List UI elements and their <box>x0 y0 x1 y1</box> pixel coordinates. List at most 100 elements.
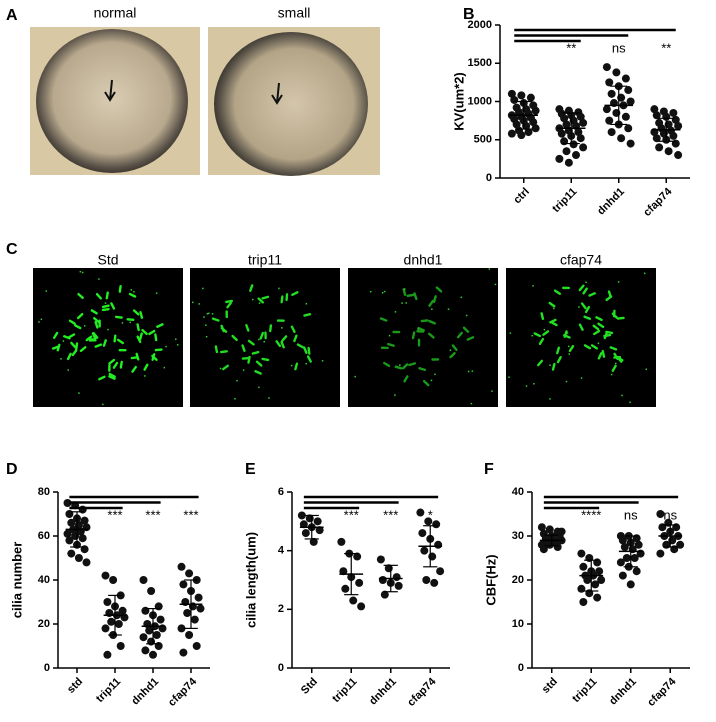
speck <box>383 290 386 293</box>
data-point <box>103 650 112 659</box>
cilium <box>112 361 119 369</box>
speck <box>144 375 146 377</box>
data-point <box>103 598 112 606</box>
cilium <box>431 358 440 361</box>
speck <box>491 390 493 392</box>
speck <box>198 303 200 305</box>
speck <box>585 281 587 284</box>
speck <box>78 392 80 394</box>
cilium <box>590 344 599 350</box>
panel-letter: F <box>484 461 494 478</box>
data-point <box>420 546 429 555</box>
significance-label: ns <box>624 507 638 522</box>
data-point <box>602 105 611 114</box>
cilium <box>220 326 228 333</box>
y-tick-label: 2000 <box>468 19 492 31</box>
embryo <box>36 29 188 173</box>
cilium <box>550 321 558 327</box>
arrow <box>271 82 283 105</box>
data-point <box>607 128 616 137</box>
data-point <box>624 124 633 133</box>
speck <box>81 271 84 274</box>
speck <box>130 289 133 291</box>
cilium <box>280 340 285 349</box>
data-point <box>576 134 585 143</box>
speck <box>191 301 194 304</box>
cilium <box>156 323 164 328</box>
y-axis-label: KV(um*2) <box>451 72 466 131</box>
data-point <box>655 143 664 152</box>
data-point <box>507 129 516 138</box>
cilium <box>66 352 72 361</box>
cilium <box>417 338 421 347</box>
arrow <box>104 79 116 102</box>
speck <box>60 358 62 360</box>
y-axis-label: cilia number <box>9 542 24 619</box>
cilium <box>143 363 149 371</box>
data-point <box>177 624 186 633</box>
speck <box>568 353 570 355</box>
cilium <box>553 289 562 295</box>
speck <box>263 340 266 343</box>
data-point <box>531 124 540 133</box>
data-point <box>577 549 586 558</box>
cilium <box>609 346 618 351</box>
data-point <box>392 573 401 582</box>
significance-label: * <box>428 507 433 522</box>
cilium <box>71 349 78 357</box>
data-point <box>564 158 573 167</box>
data-point <box>416 508 425 517</box>
y-tick-label: 20 <box>38 618 50 630</box>
speck <box>417 328 419 330</box>
data-point <box>555 154 564 163</box>
cilium <box>254 370 262 375</box>
cilium <box>105 291 109 300</box>
y-axis-label: CBF(Hz) <box>483 554 498 605</box>
speck <box>533 383 535 385</box>
data-point <box>541 540 550 549</box>
cilium <box>432 295 437 303</box>
significance-label: *** <box>107 507 122 522</box>
data-point <box>572 151 580 160</box>
cilium <box>93 317 100 324</box>
cilium <box>540 312 545 321</box>
data-point <box>355 578 364 587</box>
cilium <box>406 293 415 297</box>
speck <box>281 327 283 329</box>
data-point <box>545 525 554 534</box>
speck <box>434 373 436 376</box>
cilium <box>580 302 587 310</box>
y-tick-label: 0 <box>486 172 492 184</box>
cilium <box>548 301 556 308</box>
data-point <box>190 615 199 624</box>
data-point <box>313 517 322 526</box>
cilium <box>75 342 79 351</box>
cilium <box>551 362 556 371</box>
cilium <box>116 338 125 345</box>
data-point <box>531 106 540 115</box>
speck <box>40 318 43 321</box>
image-caption: small <box>278 5 311 21</box>
speck <box>38 321 40 323</box>
speck <box>509 332 512 334</box>
data-point <box>650 105 659 114</box>
cilium <box>231 334 238 342</box>
x-tick-label: cfap74 <box>645 675 679 709</box>
cilium <box>582 287 588 295</box>
x-tick-label: std <box>540 676 560 696</box>
data-point <box>577 584 586 593</box>
data-point <box>434 540 443 549</box>
data-point <box>192 642 201 650</box>
data-point <box>557 527 566 536</box>
data-point <box>624 86 633 95</box>
speck <box>208 312 210 315</box>
cilium <box>568 345 575 353</box>
cilium <box>94 343 103 348</box>
speck <box>467 370 470 373</box>
cilium <box>269 324 273 333</box>
cilium <box>595 316 603 322</box>
cilium <box>94 320 99 329</box>
x-tick-label: cfap74 <box>166 675 200 709</box>
data-point <box>652 134 661 143</box>
speck <box>369 290 372 293</box>
